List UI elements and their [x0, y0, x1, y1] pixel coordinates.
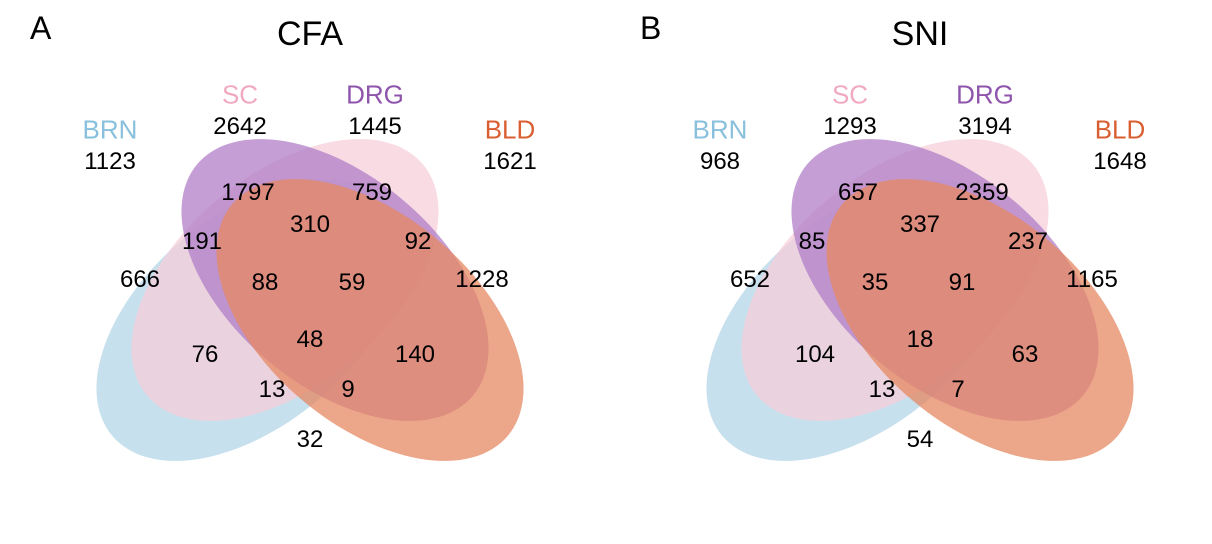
venn-b: BRNSCDRGBLD96812933194164865265723591165…	[640, 10, 1200, 530]
set-label-drg: DRG	[956, 80, 1014, 111]
venn-a-svg	[30, 10, 590, 530]
set-label-bld: BLD	[1095, 115, 1146, 146]
set-label-sc: SC	[832, 80, 868, 111]
figure: A CFA BRNSCDRGBLD11232642144516216661797…	[0, 0, 1212, 544]
set-label-sc: SC	[222, 80, 258, 111]
set-label-drg: DRG	[346, 80, 404, 111]
panel-b: B SNI BRNSCDRGBLD96812933194164865265723…	[640, 10, 1200, 530]
set-label-brn: BRN	[83, 115, 138, 146]
panel-a: A CFA BRNSCDRGBLD11232642144516216661797…	[30, 10, 590, 530]
set-label-bld: BLD	[485, 115, 536, 146]
venn-a: BRNSCDRGBLD11232642144516216661797759122…	[30, 10, 590, 530]
venn-b-svg	[640, 10, 1200, 530]
set-label-brn: BRN	[693, 115, 748, 146]
